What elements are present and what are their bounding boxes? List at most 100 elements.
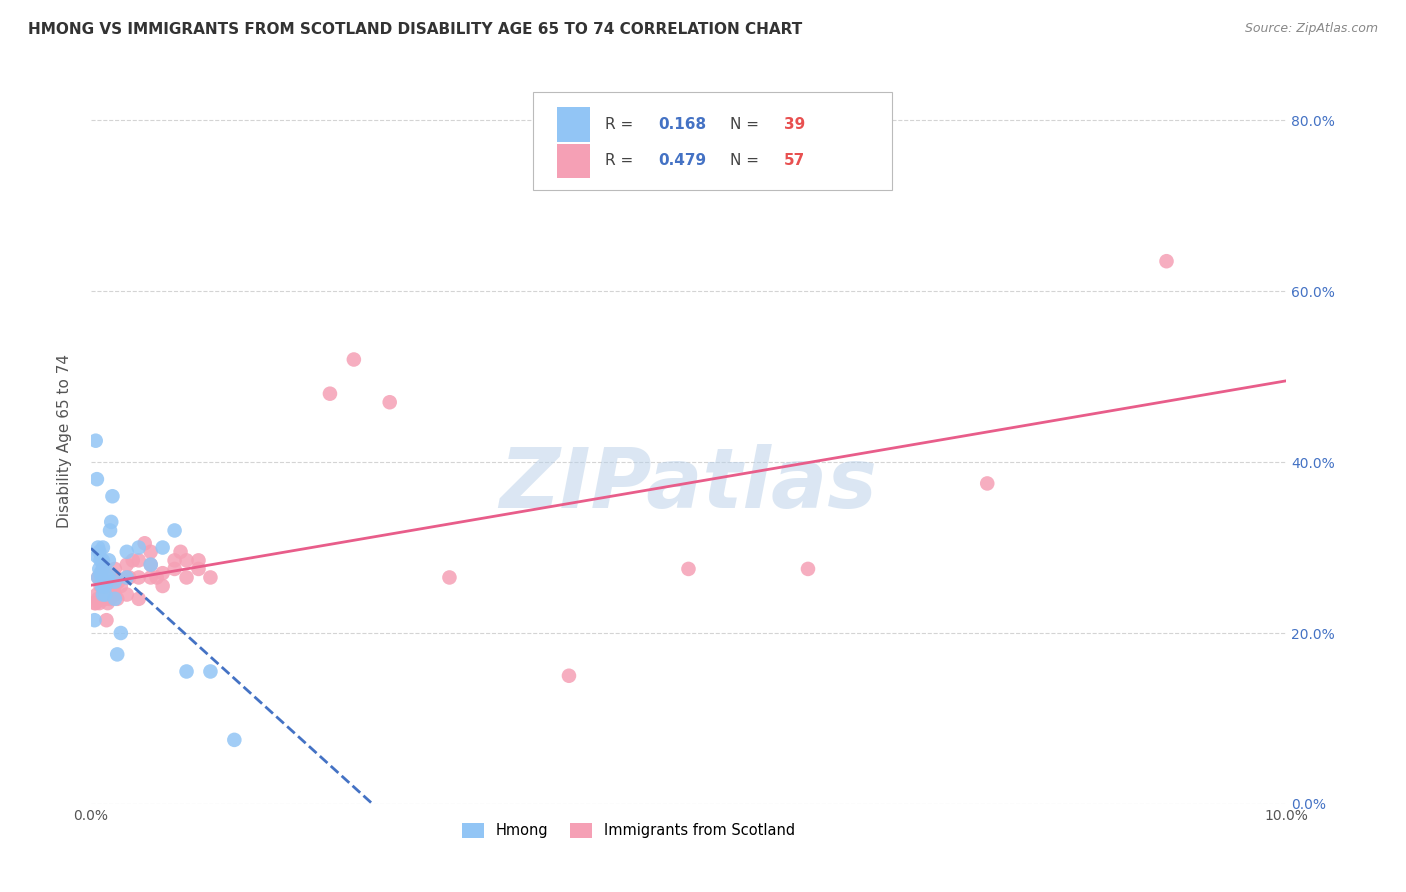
Point — [104, 574, 127, 589]
Point — [115, 570, 138, 584]
Point — [797, 562, 820, 576]
Point — [91, 541, 114, 555]
Point — [169, 545, 191, 559]
Point — [152, 579, 174, 593]
Point — [89, 566, 111, 581]
Point — [86, 472, 108, 486]
Text: 0.479: 0.479 — [658, 153, 707, 169]
Point — [100, 515, 122, 529]
Point — [89, 596, 111, 610]
Point — [128, 541, 150, 555]
Point — [107, 574, 129, 589]
Point — [176, 570, 198, 584]
Point — [176, 665, 198, 679]
Point — [94, 579, 117, 593]
Point — [134, 536, 156, 550]
Point — [89, 545, 111, 559]
Text: R =: R = — [605, 117, 638, 132]
Text: 39: 39 — [785, 117, 806, 132]
Point — [152, 541, 174, 555]
Point — [1156, 254, 1178, 268]
Point — [105, 648, 128, 662]
FancyBboxPatch shape — [557, 107, 591, 142]
Point — [110, 579, 132, 593]
Point — [163, 553, 186, 567]
Point — [139, 545, 162, 559]
Text: 57: 57 — [785, 153, 806, 169]
Point — [98, 591, 121, 606]
Point — [558, 669, 581, 683]
Point — [101, 489, 124, 503]
Point — [97, 579, 120, 593]
Point — [97, 570, 120, 584]
Point — [101, 570, 124, 584]
Point — [94, 588, 117, 602]
Point — [87, 591, 110, 606]
Point — [90, 574, 112, 589]
Point — [83, 596, 105, 610]
Point — [98, 524, 121, 538]
Point — [83, 613, 105, 627]
Point — [121, 553, 143, 567]
Point — [87, 541, 110, 555]
Point — [378, 395, 401, 409]
Legend: Hmong, Immigrants from Scotland: Hmong, Immigrants from Scotland — [457, 817, 801, 844]
FancyBboxPatch shape — [533, 92, 891, 190]
Point — [145, 570, 167, 584]
Point — [104, 579, 127, 593]
Point — [86, 588, 108, 602]
Point — [976, 476, 998, 491]
Point — [89, 562, 111, 576]
Point — [128, 553, 150, 567]
Point — [89, 553, 111, 567]
Text: N =: N = — [730, 117, 765, 132]
Point — [90, 579, 112, 593]
Point — [200, 570, 222, 584]
Point — [91, 553, 114, 567]
Point — [115, 558, 138, 572]
Point — [91, 562, 114, 576]
Point — [110, 626, 132, 640]
Point — [176, 553, 198, 567]
Point — [97, 596, 120, 610]
Point — [104, 591, 127, 606]
Point — [139, 558, 162, 572]
Point — [187, 553, 209, 567]
Point — [87, 570, 110, 584]
Point — [84, 434, 107, 448]
Point — [105, 591, 128, 606]
Point — [91, 579, 114, 593]
Point — [224, 732, 246, 747]
Point — [163, 524, 186, 538]
Point — [187, 562, 209, 576]
Text: HMONG VS IMMIGRANTS FROM SCOTLAND DISABILITY AGE 65 TO 74 CORRELATION CHART: HMONG VS IMMIGRANTS FROM SCOTLAND DISABI… — [28, 22, 803, 37]
Point — [91, 562, 114, 576]
Text: R =: R = — [605, 153, 638, 169]
Point — [90, 570, 112, 584]
Point — [100, 579, 122, 593]
Point — [319, 386, 342, 401]
Text: 0.168: 0.168 — [658, 117, 707, 132]
Point — [104, 562, 127, 576]
Point — [96, 574, 118, 589]
Point — [89, 579, 111, 593]
Point — [678, 562, 700, 576]
Point — [91, 591, 114, 606]
Point — [96, 613, 118, 627]
FancyBboxPatch shape — [557, 144, 591, 178]
Text: ZIPatlas: ZIPatlas — [499, 444, 877, 524]
Point — [128, 591, 150, 606]
Point — [118, 570, 141, 584]
Text: N =: N = — [730, 153, 765, 169]
Point — [91, 579, 114, 593]
Point — [86, 549, 108, 563]
Point — [343, 352, 366, 367]
Point — [91, 588, 114, 602]
Point — [152, 566, 174, 581]
Point — [128, 570, 150, 584]
Text: Source: ZipAtlas.com: Source: ZipAtlas.com — [1244, 22, 1378, 36]
Point — [139, 570, 162, 584]
Point — [87, 570, 110, 584]
Point — [139, 558, 162, 572]
Point — [115, 545, 138, 559]
